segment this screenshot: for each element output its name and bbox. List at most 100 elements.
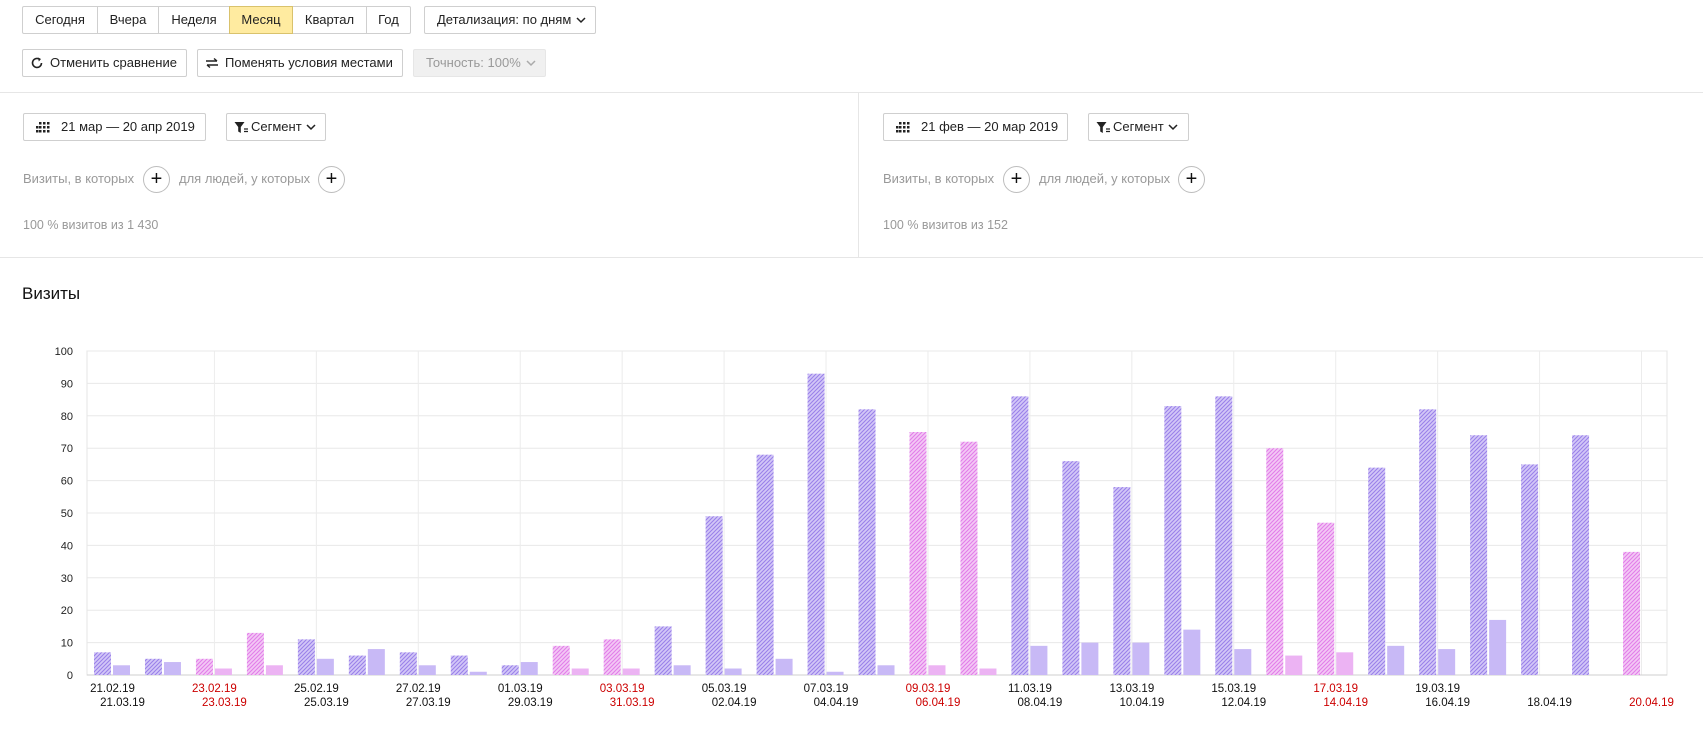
segment-label: Сегмент (251, 119, 302, 134)
bar-current-period (877, 665, 895, 675)
swap-conditions-button[interactable]: Поменять условия местами (197, 49, 403, 77)
y-tick-label: 10 (61, 638, 73, 650)
period-today-button[interactable]: Сегодня (22, 6, 98, 34)
bar-current-period (113, 665, 130, 675)
bar-current-period (1030, 645, 1048, 675)
x-tick-label-previous: 23.02.19 (192, 683, 237, 695)
bar-previous-period (1164, 406, 1182, 675)
bar-current-period (316, 658, 334, 675)
chevron-down-icon (576, 17, 586, 24)
visits-condition-label: Визиты, в которых (883, 171, 995, 186)
x-tick-label-current: 10.04.19 (1119, 697, 1164, 709)
cancel-compare-button[interactable]: Отменить сравнение (22, 49, 187, 77)
bar-current-period (1234, 649, 1252, 675)
y-tick-label: 100 (55, 346, 73, 358)
y-tick-label: 90 (61, 378, 73, 390)
add-people-condition-button[interactable]: + (318, 166, 345, 193)
bar-previous-period (1419, 409, 1437, 675)
bar-current-period (265, 665, 283, 675)
bar-previous-period (297, 639, 315, 675)
segment-dropdown-left[interactable]: Сегмент (226, 113, 326, 141)
y-tick-label: 0 (67, 670, 73, 682)
y-tick-label: 50 (61, 508, 73, 520)
bar-previous-period (552, 645, 570, 675)
y-tick-label: 40 (61, 540, 73, 552)
x-tick-label-previous: 05.03.19 (702, 683, 747, 695)
swap-label: Поменять условия местами (225, 55, 393, 70)
bar-previous-period (603, 639, 621, 675)
bar-current-period (418, 665, 436, 675)
x-tick-label-previous: 11.03.19 (1008, 683, 1052, 695)
bar-previous-period (1266, 448, 1284, 675)
visits-bar-chart: 0 10 20 30 40 50 60 70 80 90 100 21.02.19 21.03.19 23… (55, 346, 1674, 709)
bar-previous-period (1623, 551, 1641, 675)
add-people-condition-button[interactable]: + (1178, 166, 1205, 193)
period-yesterday-button[interactable]: Вчера (97, 6, 159, 34)
chart-title: Визиты (22, 284, 81, 303)
date-range-picker-right[interactable]: 21 фев — 20 мар 2019 (883, 113, 1068, 141)
bar-current-period (469, 671, 487, 675)
x-tick-label-previous: 17.03.19 (1313, 683, 1358, 695)
bar-current-period (1285, 655, 1303, 675)
detail-label: Детализация: по дням (437, 12, 572, 27)
precision-dropdown[interactable]: Точность: 100% (413, 49, 546, 77)
chart-bars (94, 373, 1641, 675)
date-range-label: 21 фев — 20 мар 2019 (921, 119, 1059, 134)
y-tick-label: 70 (61, 443, 73, 455)
chevron-down-icon (1168, 124, 1178, 131)
x-tick-label-previous: 03.03.19 (600, 683, 645, 695)
bar-previous-period (807, 373, 825, 675)
x-tick-label-current: 08.04.19 (1018, 697, 1063, 709)
bar-current-period (1081, 642, 1099, 675)
bar-previous-period (94, 652, 111, 675)
bar-current-period (673, 665, 691, 675)
people-condition-label: для людей, у которых (1039, 171, 1171, 186)
x-tick-label-previous: 07.03.19 (804, 683, 849, 695)
chart-labels: 0 10 20 30 40 50 60 70 80 90 100 21.02.19 21.03.19 23… (55, 346, 1674, 709)
bar-previous-period (705, 516, 723, 675)
x-tick-label-current: 31.03.19 (610, 697, 655, 709)
x-tick-label-current: 16.04.19 (1425, 697, 1470, 709)
bar-current-period (1183, 629, 1201, 675)
x-tick-label-previous: 19.03.19 (1415, 683, 1460, 695)
filter-icon (1096, 121, 1110, 133)
date-range-label: 21 мар — 20 апр 2019 (61, 119, 195, 134)
x-tick-label-current: 27.03.19 (406, 697, 451, 709)
visits-condition-label: Визиты, в которых (23, 171, 135, 186)
bar-current-period (826, 671, 844, 675)
bar-current-period (1489, 619, 1507, 675)
bar-current-period (622, 668, 640, 675)
bar-previous-period (654, 626, 672, 675)
bar-current-period (1438, 649, 1456, 675)
segment-dropdown-right[interactable]: Сегмент (1088, 113, 1189, 141)
add-visits-condition-button[interactable]: + (143, 166, 170, 193)
period-quarter-button[interactable]: Квартал (292, 6, 367, 34)
refresh-icon (31, 57, 43, 69)
period-year-button[interactable]: Год (366, 6, 411, 34)
bar-previous-period (144, 658, 162, 675)
x-tick-label-previous: 09.03.19 (906, 683, 951, 695)
bar-previous-period (501, 665, 519, 675)
date-range-picker-left[interactable]: 21 мар — 20 апр 2019 (23, 113, 206, 141)
bar-current-period (214, 668, 232, 675)
period-week-button[interactable]: Неделя (158, 6, 230, 34)
chevron-down-icon (526, 60, 536, 67)
detail-dropdown[interactable]: Детализация: по дням (424, 6, 596, 34)
x-tick-label-current: 23.03.19 (202, 697, 247, 709)
divider (0, 92, 1703, 93)
bar-previous-period (858, 409, 876, 675)
bar-current-period (367, 649, 385, 675)
x-tick-label-current: 18.04.19 (1527, 697, 1572, 709)
bar-current-period (1387, 645, 1405, 675)
x-tick-label-previous: 01.03.19 (498, 683, 543, 695)
x-tick-label-current: 02.04.19 (712, 697, 757, 709)
bar-previous-period (1113, 487, 1131, 675)
x-tick-label-previous: 27.02.19 (396, 683, 441, 695)
cancel-compare-label: Отменить сравнение (50, 55, 177, 70)
period-month-button[interactable]: Месяц (229, 6, 293, 34)
y-tick-label: 20 (61, 605, 73, 617)
bar-current-period (928, 665, 946, 675)
add-visits-condition-button[interactable]: + (1003, 166, 1030, 193)
x-tick-label-current: 14.04.19 (1323, 697, 1368, 709)
visits-summary: 100 % визитов из 152 (883, 218, 1008, 232)
